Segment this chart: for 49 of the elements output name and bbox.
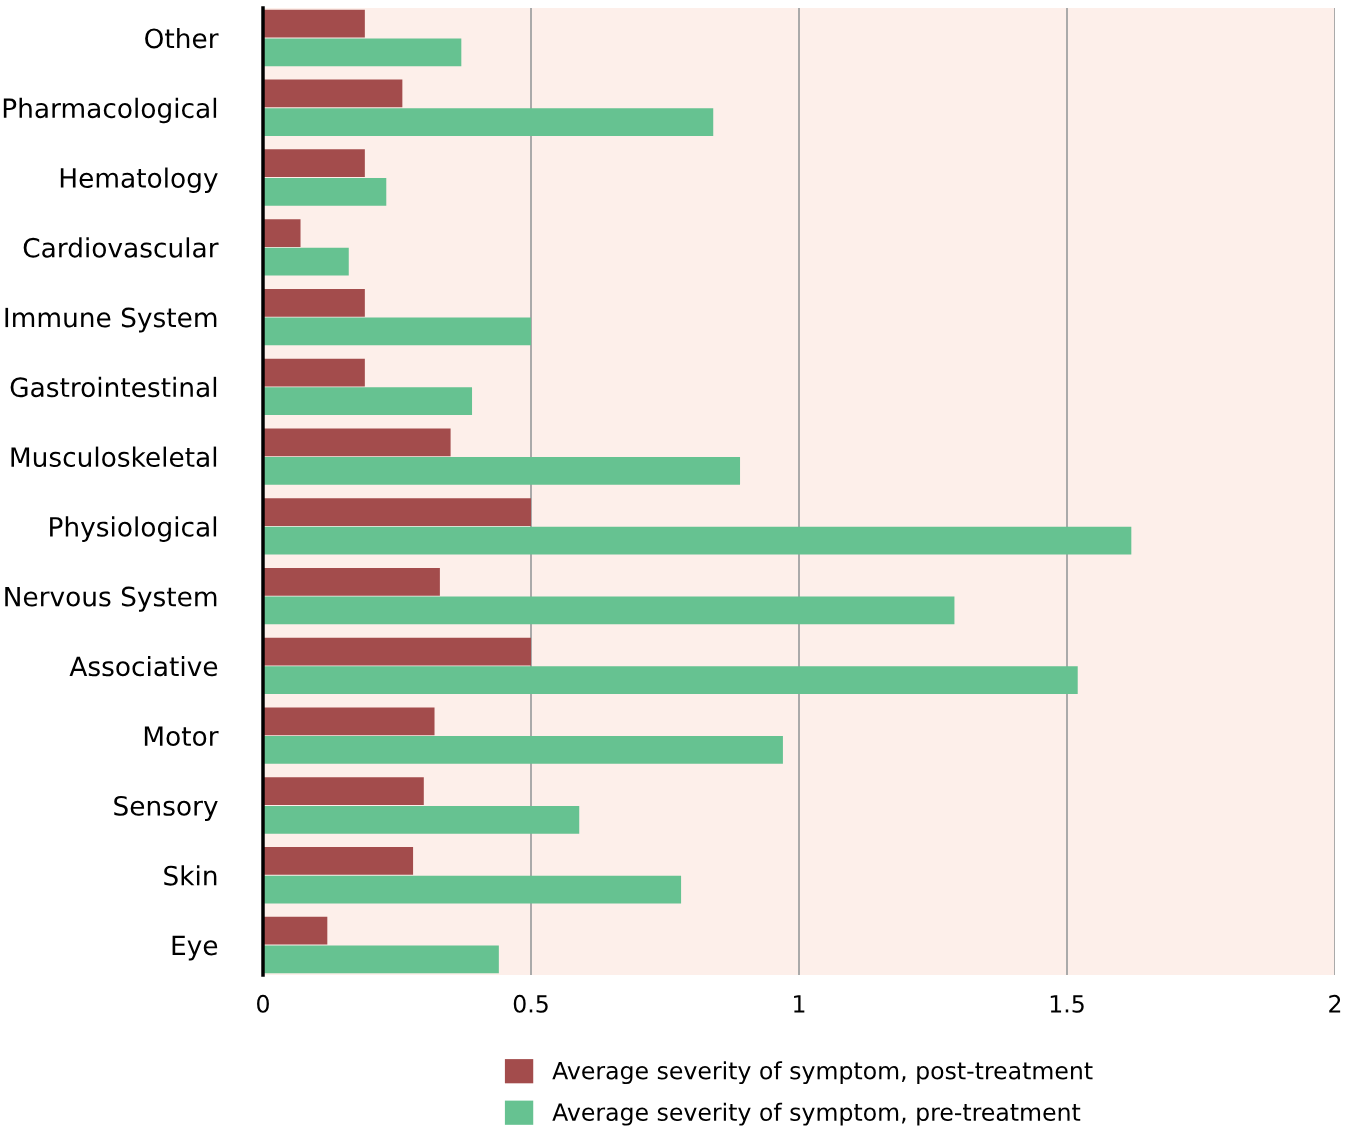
bar (263, 108, 714, 136)
bar (263, 637, 531, 666)
bar (263, 457, 741, 485)
y-tick-label: Immune System (5, 307, 217, 333)
bar (263, 149, 365, 178)
bar (263, 805, 580, 834)
y-tick-label: Nervous System (5, 586, 217, 612)
y-tick-label: Cardiovascular (23, 237, 219, 258)
y-tick-label: Sensory (114, 795, 218, 821)
bar (263, 358, 365, 387)
bar (263, 567, 440, 596)
y-tick-label: Hematology (60, 167, 218, 194)
y-tick-label: Gastrointestinal (10, 376, 217, 398)
bar (263, 916, 328, 945)
bar (263, 847, 414, 875)
bar (263, 79, 403, 108)
x-tick-label: 1.5 (1050, 995, 1084, 1013)
bar (263, 498, 531, 526)
bar (263, 288, 365, 317)
y-tick-label: Musculoskeletal (11, 446, 217, 468)
y-tick-label: Eye (172, 935, 218, 961)
bar (263, 317, 531, 346)
bar (263, 736, 783, 764)
bar (263, 596, 955, 625)
bar (263, 526, 1132, 555)
legend-label: Average severity of symptom, pre-treatment (552, 1102, 1081, 1126)
bar (263, 219, 301, 247)
x-tick-label: 2 (1329, 994, 1341, 1013)
x-tick-label: 0.5 (513, 994, 548, 1013)
legend-label: Average severity of symptom, post-treatment (552, 1061, 1093, 1085)
x-tick-label: 0 (257, 994, 269, 1013)
bar (263, 666, 1078, 695)
y-tick-label: Other (145, 27, 219, 49)
bar (263, 945, 499, 974)
bar (263, 177, 387, 206)
bar (263, 247, 349, 276)
bar (263, 428, 451, 457)
y-tick-label: Associative (69, 655, 218, 677)
bar (263, 777, 424, 806)
bar (263, 875, 682, 904)
y-tick-label: Skin (164, 865, 217, 886)
bar (263, 387, 473, 416)
bar (263, 38, 462, 67)
y-tick-label: Pharmacological (3, 97, 217, 124)
x-tick-label: 1 (794, 995, 805, 1013)
y-tick-label: Motor (144, 726, 219, 747)
y-tick-label: Physiological (50, 516, 217, 542)
bar (263, 9, 365, 38)
bar (263, 707, 435, 736)
